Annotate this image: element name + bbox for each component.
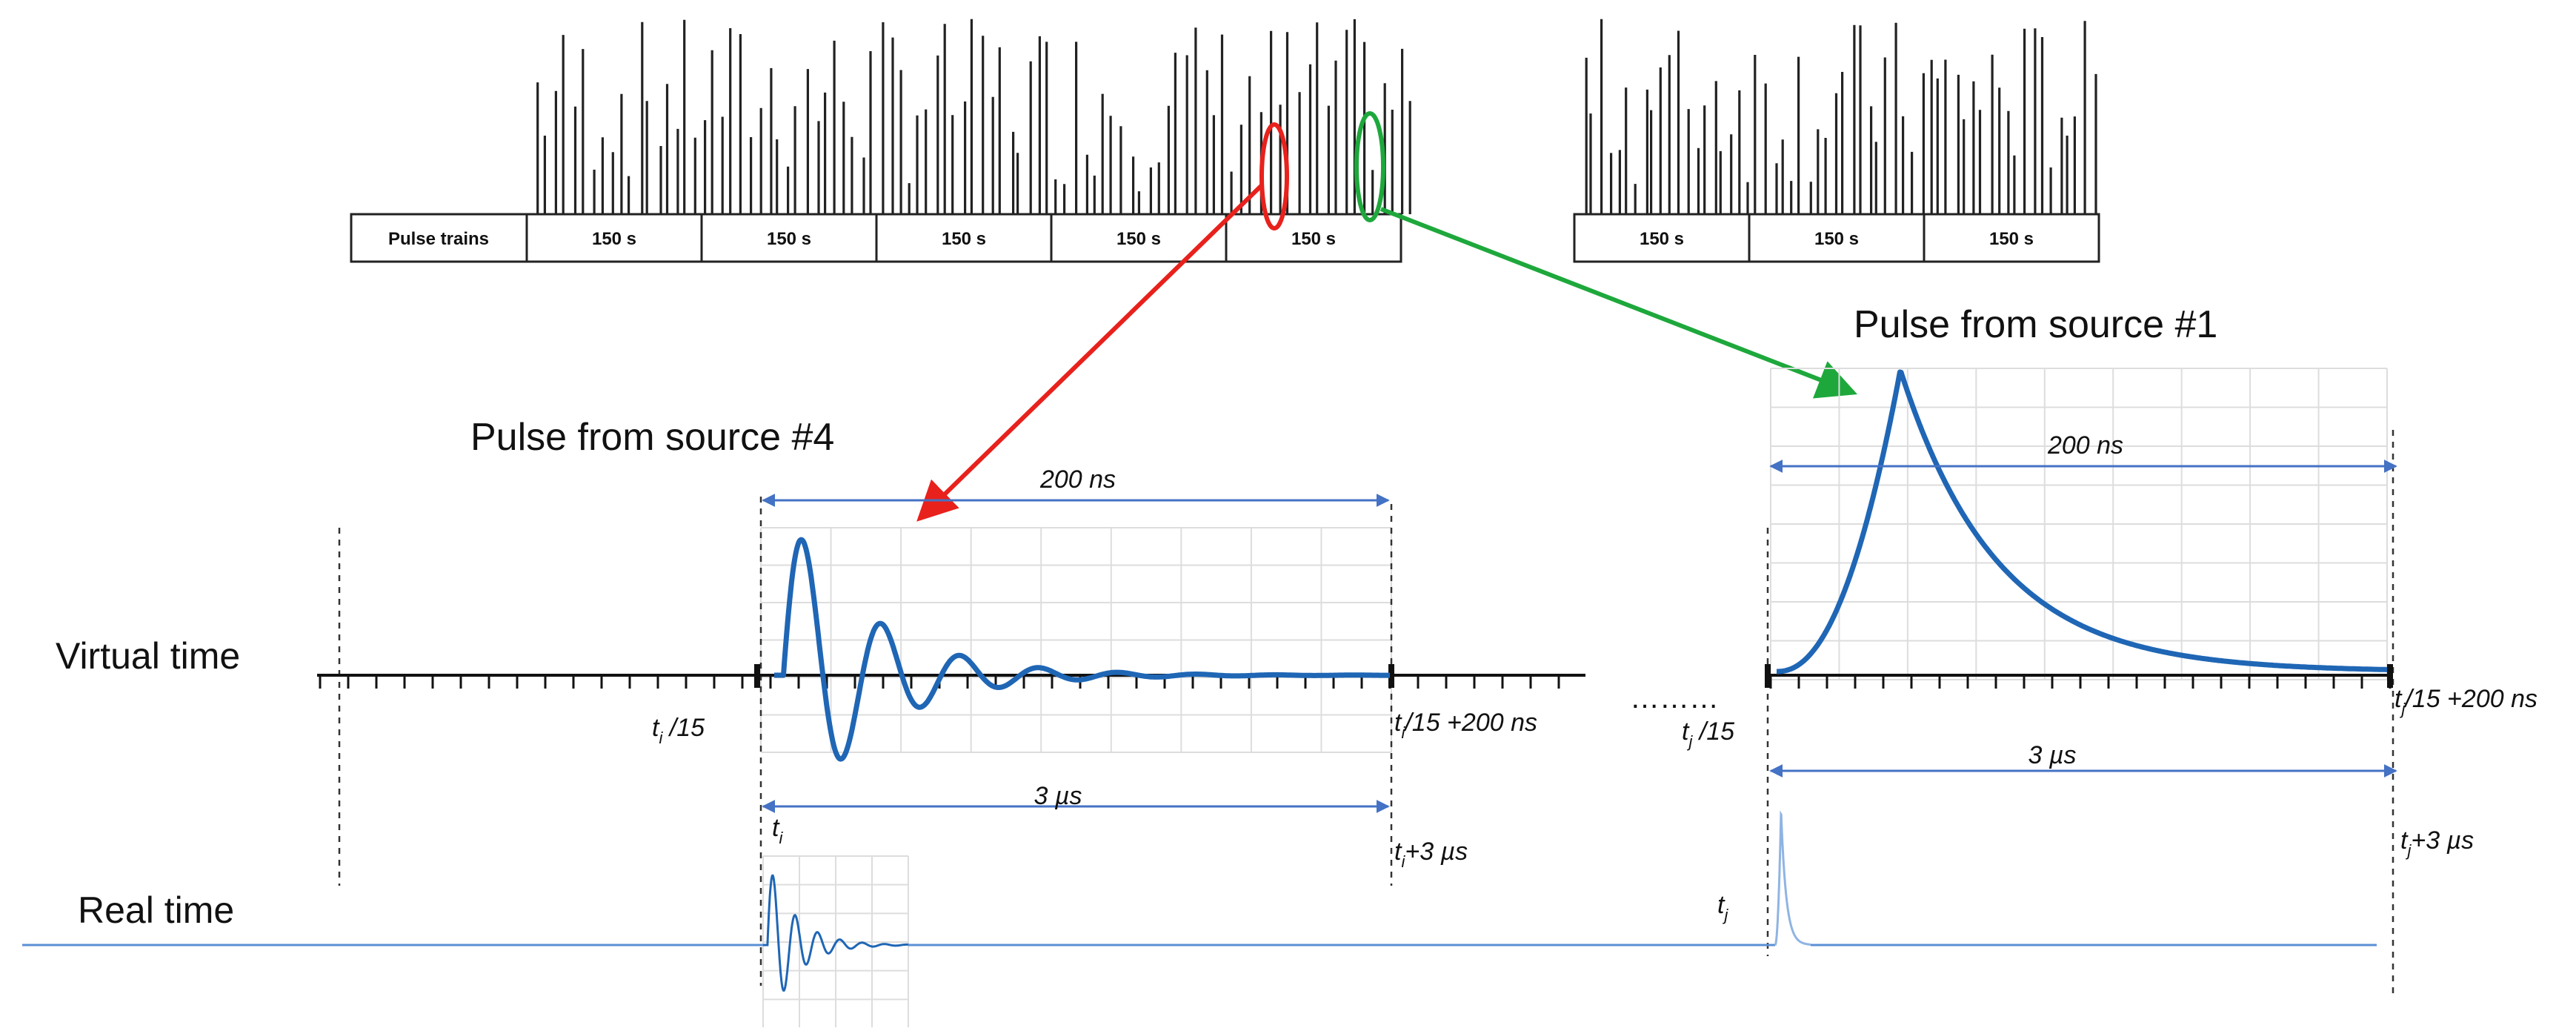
source1-real-end-label: tj+3 µs — [2400, 826, 2474, 860]
pulse-train-spikes-group-1 — [536, 19, 1411, 214]
time-slot-cell — [1923, 213, 2100, 263]
pulse-trains-label: Pulse trains — [388, 229, 489, 249]
time-slot-cell — [700, 213, 878, 263]
time-slot-label: 150 s — [592, 229, 636, 249]
time-slot-label: 150 s — [1989, 229, 2034, 249]
source4-real-start-label: ti — [772, 814, 783, 847]
source4-oscillating-pulse — [772, 537, 1392, 762]
selected-pulse-source4-highlight — [1259, 122, 1289, 231]
source1-pointer-arrow — [1379, 207, 1858, 399]
pulse-train-spikes-group-2 — [1585, 19, 2097, 214]
source1-real-start-label: tj — [1717, 891, 1728, 924]
time-slot-cell — [525, 213, 703, 263]
time-slot-cell — [875, 213, 1053, 263]
time-slot-cell — [1748, 213, 1926, 263]
time-slot-label: 150 s — [1116, 229, 1161, 249]
time-slot-label: 150 s — [942, 229, 986, 249]
source4-real-time-pulse — [763, 874, 909, 992]
source1-virtual-end-label: tj/15 +200 ns — [2394, 685, 2537, 718]
source4-heading: Pulse from source #4 — [470, 416, 834, 459]
selected-pulse-source1-highlight — [1354, 111, 1385, 222]
time-slot-cell — [1050, 213, 1228, 263]
real-time-label: Real time — [78, 889, 234, 931]
source1-real-time-pulse — [1774, 810, 1811, 947]
source1-duration-label: 3 µs — [2028, 741, 2077, 769]
source4-pointer-arrow — [916, 183, 1264, 522]
source1-window-label: 200 ns — [2047, 431, 2123, 460]
time-slot-label: 150 s — [1814, 229, 1859, 249]
source1-decaying-pulse — [1775, 369, 2389, 674]
time-slot-label: 150 s — [1291, 229, 1336, 249]
virtual-time-axis-2 — [1768, 674, 2392, 689]
pulse-train-table-2: 150 s 150 s 150 s — [1573, 213, 2100, 263]
source4-real-end-label: ti+3 µs — [1394, 838, 1468, 871]
virtual-time-label: Virtual time — [56, 635, 240, 677]
source1-heading: Pulse from source #1 — [1854, 303, 2217, 346]
time-slot-label: 150 s — [1640, 229, 1684, 249]
time-slot-cell — [1225, 213, 1402, 263]
source1-waveform-grid — [1770, 368, 2388, 680]
pulse-train-table-1: Pulse trains 150 s 150 s 150 s 150 s 150… — [350, 213, 1402, 263]
source1-virtual-start-label: tj /15 — [1682, 717, 1734, 751]
source4-window-label: 200 ns — [1039, 465, 1116, 494]
time-slot-label: 150 s — [767, 229, 811, 249]
axis-continuation-ellipsis: ……… — [1630, 682, 1719, 715]
source4-virtual-start-label: ti /15 — [652, 714, 705, 747]
source4-duration-label: 3 µs — [1034, 782, 1082, 810]
source4-virtual-end-label: ti/15 +200 ns — [1394, 709, 1537, 742]
